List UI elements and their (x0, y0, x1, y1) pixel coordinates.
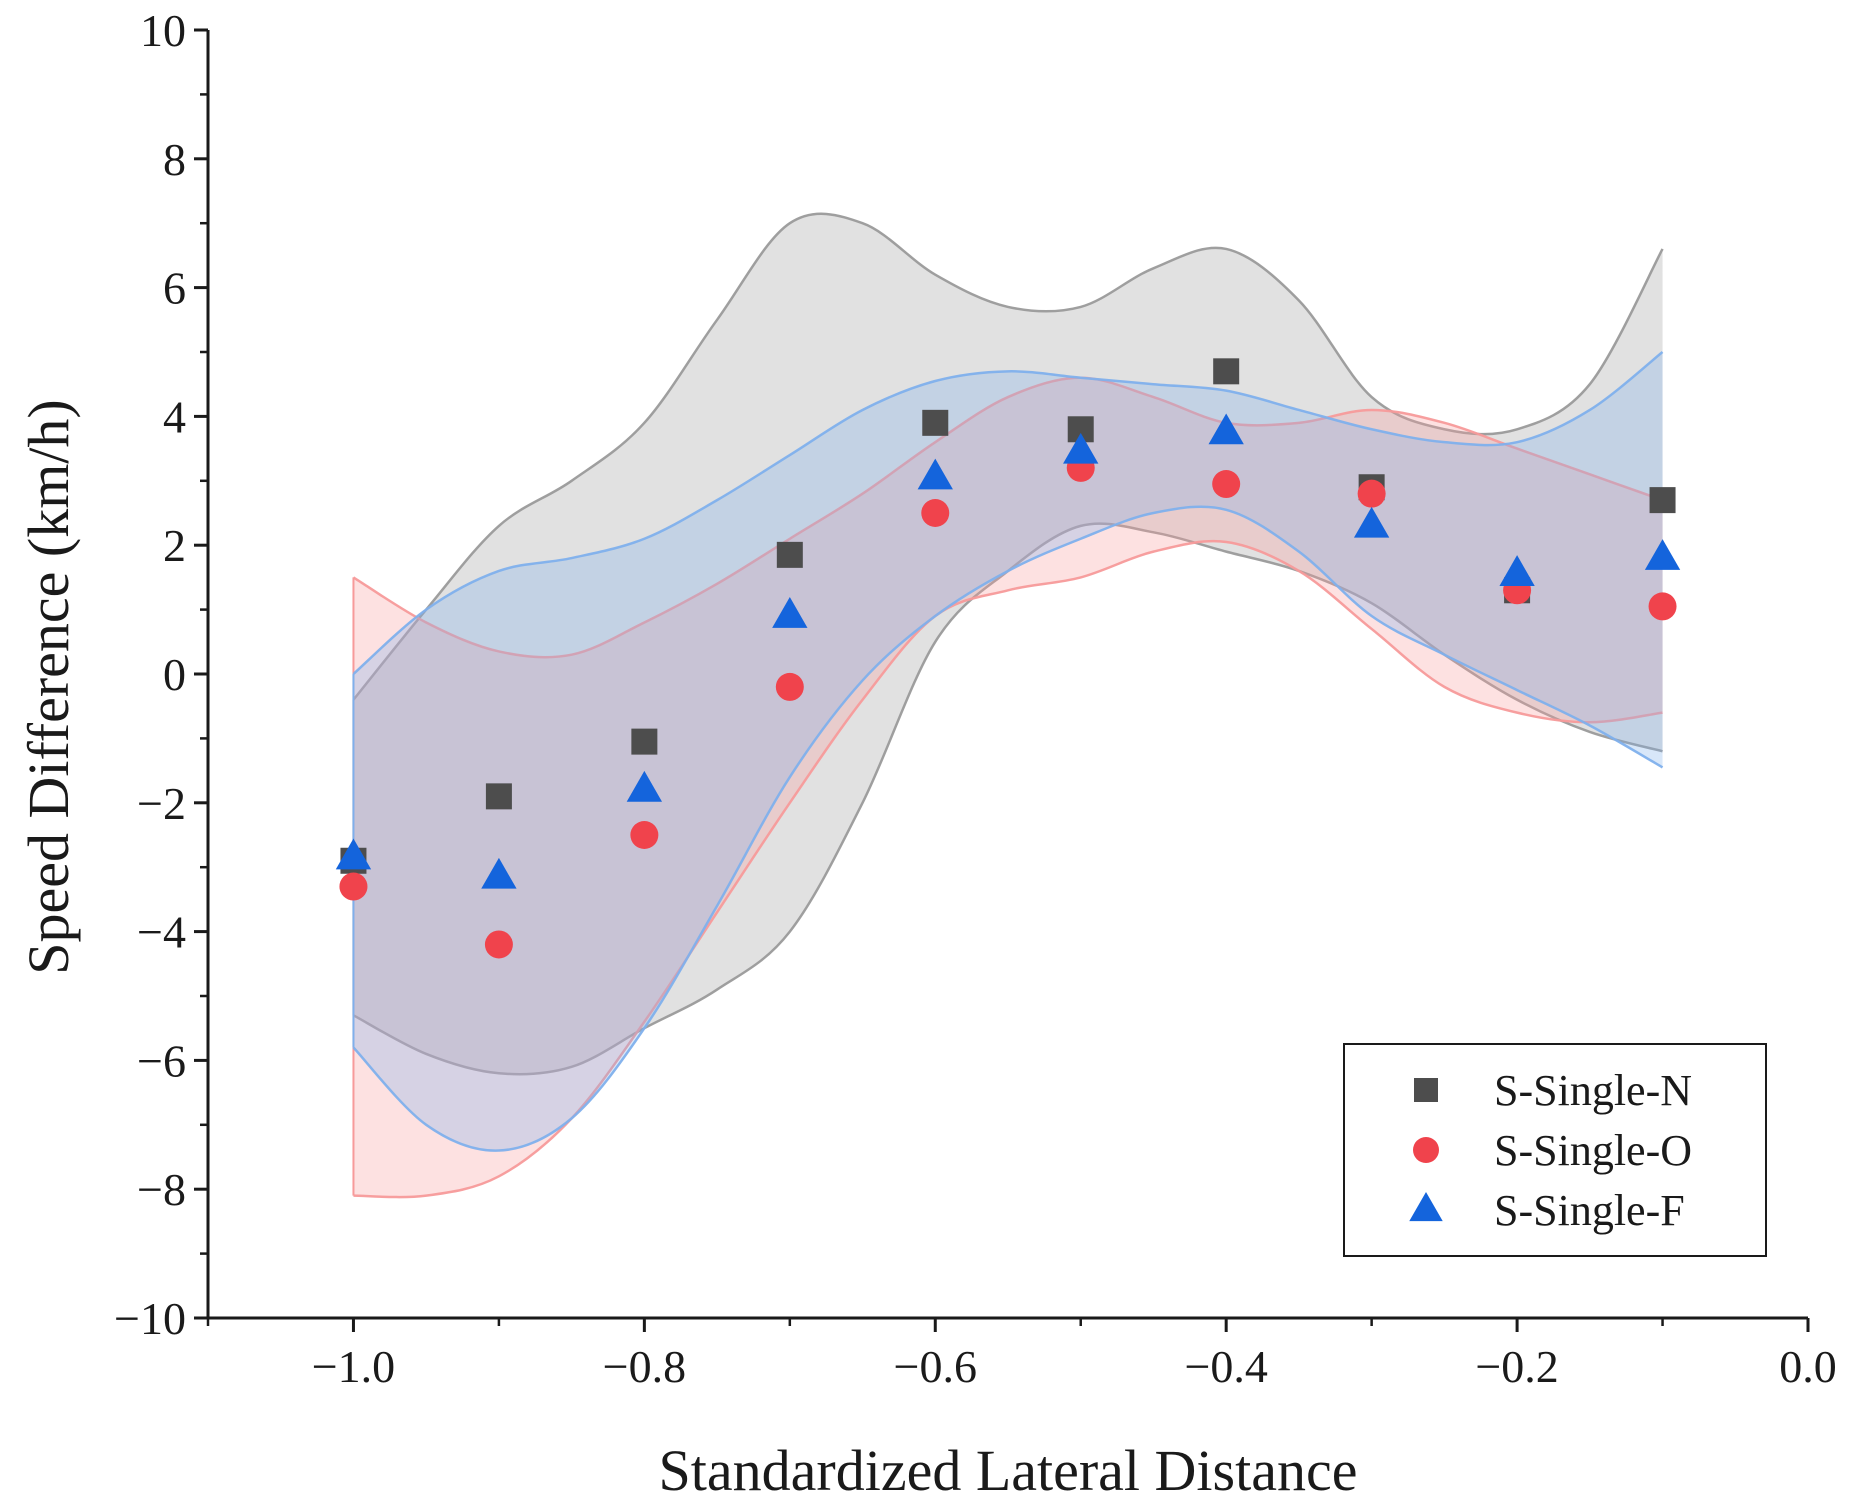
y-tick-label: 4 (163, 391, 186, 442)
point-s-single-o-1 (339, 872, 368, 901)
y-tick-label: −6 (137, 1035, 186, 1086)
y-tick-label: 10 (140, 5, 186, 56)
point-s-single-f-8 (1353, 506, 1390, 538)
point-s-single-f-3 (626, 770, 663, 802)
y-tick-label: −10 (114, 1293, 186, 1344)
legend-marker-s-single-n (1414, 1078, 1438, 1102)
y-tick-label: 0 (163, 649, 186, 700)
legend: S-Single-N S-Single-O S-Single-F (1343, 1043, 1767, 1257)
x-tick-label: −0.8 (603, 1341, 686, 1392)
legend-label-s-single-f: S-Single-F (1494, 1186, 1685, 1235)
point-s-single-n-5 (922, 409, 949, 436)
y-tick-label: 2 (163, 520, 186, 571)
point-s-single-f-4 (772, 597, 808, 628)
band-lower-s-single-f (352, 505, 1664, 1152)
point-s-single-o-5 (921, 499, 950, 527)
point-s-single-n-2 (485, 783, 512, 810)
legend-label-s-single-n: S-Single-N (1494, 1066, 1692, 1115)
legend-marker-s-single-f (1409, 1192, 1443, 1222)
band-upper-s-single-n (352, 212, 1664, 701)
point-s-single-f-7 (1208, 413, 1244, 445)
band-upper-s-single-f (352, 351, 1664, 675)
point-s-single-f-10 (1644, 539, 1681, 570)
data-markers (335, 358, 1681, 959)
point-s-single-n-10 (1649, 487, 1676, 514)
point-s-single-f-2 (481, 857, 517, 889)
band-upper-s-single-o (352, 376, 1663, 659)
axes: −10 −8 −6 −4 −2 0 2 4 6 8 10 −1.0 −0.8 −0.6 −0.4 −0.2 0.… (114, 5, 1837, 1392)
band-s-single-f (353, 352, 1663, 1151)
point-s-single-o-3 (630, 821, 659, 849)
x-tick-label: 0.0 (1779, 1341, 1837, 1392)
point-s-single-o-8 (1357, 479, 1386, 508)
x-tick-label: −0.2 (1475, 1341, 1558, 1392)
point-s-single-o-7 (1212, 470, 1241, 499)
point-s-single-n-7 (1213, 358, 1240, 385)
x-tick-label: −0.6 (894, 1341, 977, 1392)
point-s-single-f-5 (917, 458, 953, 490)
y-tick-label: −2 (137, 778, 186, 829)
y-tick-label: −4 (137, 907, 186, 958)
legend-marker-s-single-o (1413, 1137, 1439, 1163)
y-axis-title: Speed Difference (km/h) (16, 399, 81, 974)
x-axis-title: Standardized Lateral Distance (659, 1438, 1358, 1503)
x-tick-label: −0.4 (1184, 1341, 1267, 1392)
y-tick-label: 8 (163, 134, 186, 185)
band-s-single-n (353, 213, 1663, 1075)
y-tick-label: −8 (137, 1164, 186, 1215)
point-s-single-f-9 (1499, 555, 1535, 586)
x-tick-label: −1.0 (312, 1341, 395, 1392)
point-s-single-n-3 (631, 728, 658, 755)
point-s-single-o-4 (775, 672, 804, 701)
legend-label-s-single-o: S-Single-O (1494, 1126, 1692, 1175)
y-tick-label: 6 (163, 263, 186, 314)
point-s-single-o-2 (484, 930, 513, 959)
point-s-single-o-10 (1648, 592, 1677, 621)
point-s-single-n-4 (776, 541, 803, 568)
confidence-bands (352, 212, 1664, 1199)
point-s-single-f-1 (335, 838, 372, 870)
point-s-single-f-6 (1063, 432, 1099, 464)
